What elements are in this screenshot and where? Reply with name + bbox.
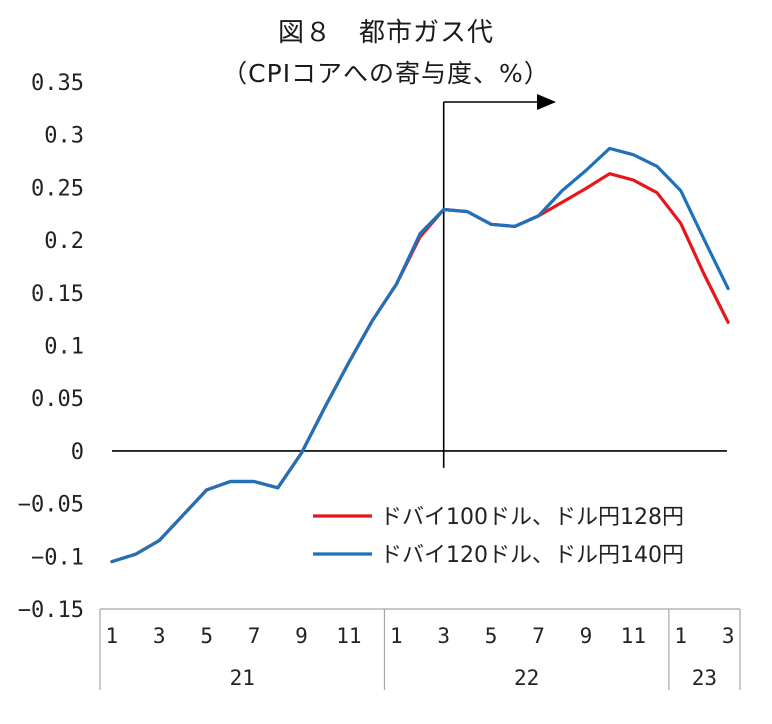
- chart-subtitle: （CPIコアへの寄与度、%）: [222, 59, 550, 88]
- group-label: 22: [514, 666, 539, 690]
- x-tick-label: 9: [580, 624, 593, 648]
- y-tick-label: −0.1: [31, 545, 84, 570]
- group-label: 23: [692, 666, 717, 690]
- y-tick-label: −0.15: [18, 598, 84, 623]
- series-line-2: [110, 146, 730, 564]
- x-tick-label: 5: [200, 624, 213, 648]
- y-tick-label: 0.1: [44, 335, 84, 360]
- y-tick-label: 0.35: [31, 71, 84, 96]
- legend-label-2: ドバイ120ドル、ドル円140円: [380, 543, 684, 568]
- y-tick-label: 0.3: [44, 124, 84, 149]
- x-tick-label: 7: [532, 624, 545, 648]
- y-tick-label: −0.05: [18, 493, 84, 518]
- x-tick-label: 1: [106, 624, 119, 648]
- chart-title: 図８ 都市ガス代: [277, 18, 494, 48]
- y-tick-label: 0.25: [31, 176, 84, 201]
- legend-label-1: ドバイ100ドル、ドル円128円: [380, 505, 684, 530]
- y-tick-label: 0.15: [31, 282, 84, 307]
- x-tick-label: 3: [153, 624, 166, 648]
- x-tick-label: 11: [336, 624, 361, 648]
- x-tick-label: 3: [722, 624, 735, 648]
- x-tick-label: 11: [621, 624, 646, 648]
- y-tick-label: 0.2: [44, 229, 84, 254]
- y-tick-label: 0.05: [31, 387, 84, 412]
- x-tick-label: 3: [437, 624, 450, 648]
- x-tick-label: 5: [485, 624, 498, 648]
- group-label: 21: [230, 666, 255, 690]
- x-tick-label: 7: [248, 624, 261, 648]
- x-tick-label: 1: [674, 624, 687, 648]
- y-tick-label: 0: [71, 440, 84, 465]
- x-tick-label: 9: [295, 624, 308, 648]
- forecast-arrow-head: [537, 94, 556, 110]
- x-tick-label: 1: [390, 624, 403, 648]
